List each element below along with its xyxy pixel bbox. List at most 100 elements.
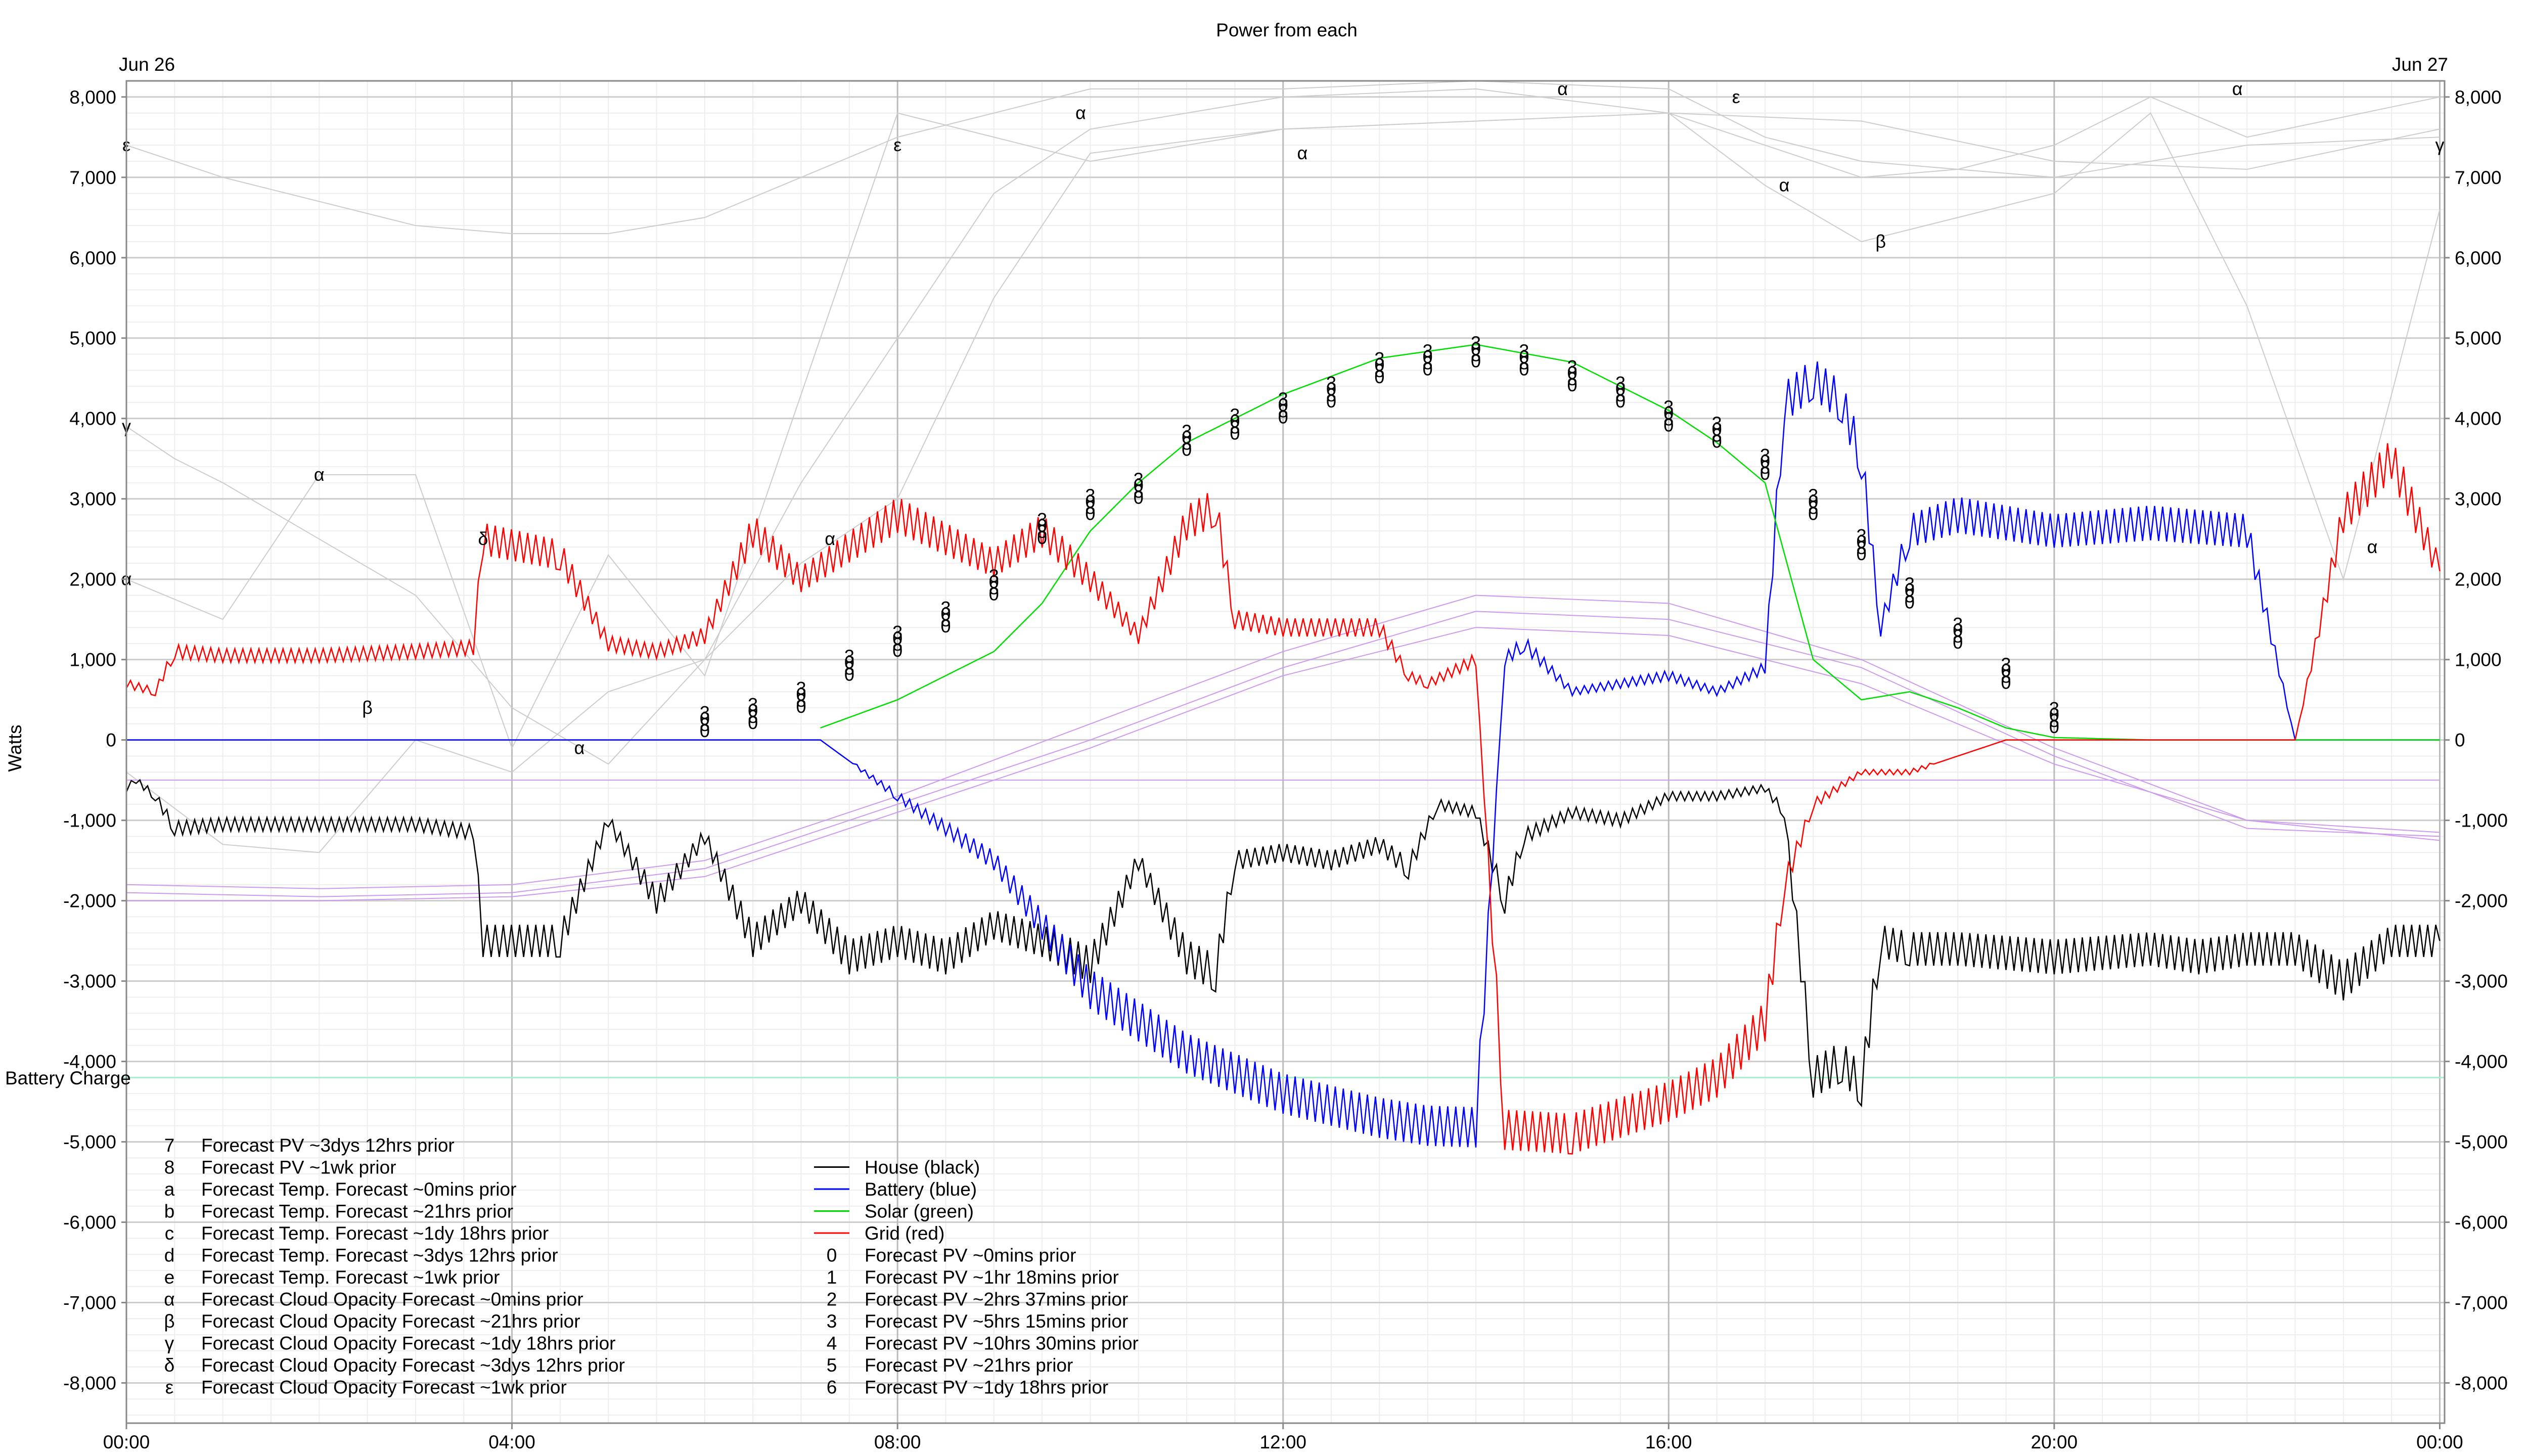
cloud-forecast-marker: α	[2367, 536, 2378, 557]
y-tick-label-right: 1,000	[2455, 650, 2502, 670]
legend-label: Forecast Temp. Forecast ~0mins prior	[201, 1179, 516, 1200]
y-tick-label-right: -3,000	[2455, 971, 2508, 992]
date-left-label: Jun 26	[119, 54, 175, 75]
legend-label: Forecast Cloud Opacity Forecast ~1wk pri…	[201, 1377, 567, 1398]
legend-label: Grid (red)	[865, 1223, 944, 1244]
forecast-pv-marker: 0	[1326, 379, 1336, 399]
cloud-forecast-marker: α	[1779, 175, 1790, 196]
forecast-pv-marker: 3	[892, 622, 902, 643]
forecast-pv-marker: 0	[1808, 491, 1818, 512]
forecast-pv-marker: 3	[940, 598, 951, 618]
legend-symbol: 7	[164, 1135, 175, 1156]
forecast-pv-marker: 3	[748, 694, 758, 715]
forecast-pv-marker: 8	[1182, 433, 1192, 453]
y-tick-label-right: 0	[2455, 730, 2465, 751]
forecast-pv-marker: 0	[1134, 475, 1144, 496]
forecast-pv-marker: 0	[1808, 504, 1818, 524]
legend-label: Forecast PV ~0mins prior	[865, 1245, 1076, 1266]
forecast-pv-marker: 0	[1953, 632, 1963, 653]
forecast-pv-marker: 8	[940, 610, 951, 630]
forecast-pv-marker: 8	[1278, 401, 1288, 422]
forecast-pv-marker: 0	[1760, 463, 1770, 484]
forecast-pv-marker: 8	[1471, 344, 1481, 365]
forecast-pv-marker: 3	[1423, 340, 1433, 361]
forecast-pv-marker: 8	[1905, 585, 1915, 606]
y-tick-label-left: -8,000	[63, 1373, 116, 1394]
forecast-pv-marker: 0	[748, 700, 758, 721]
forecast-pv-marker: 0	[1905, 579, 1915, 600]
forecast-pv-marker: 0	[1278, 407, 1288, 428]
cloud-forecast-marker: α	[825, 528, 835, 549]
forecast-pv-marker: 3	[1326, 373, 1336, 393]
cloud-forecast-marker: α	[1075, 103, 1086, 123]
forecast-pv-marker: 0	[1857, 531, 1867, 552]
x-tick-label: 16:00	[1645, 1432, 1692, 1452]
forecast-pv-marker: 0	[1423, 358, 1433, 379]
cloud-forecast-marker: β	[1875, 231, 1886, 252]
forecast-pv-marker: 8	[1085, 497, 1095, 518]
forecast-pv-marker: 3	[1953, 614, 1963, 634]
legend-symbol: 6	[827, 1377, 837, 1398]
forecast-pv-marker: 0	[796, 684, 806, 705]
grid	[125, 80, 2445, 1423]
forecast-pv-marker: 3	[1519, 340, 1529, 361]
legend-label: Forecast Temp. Forecast ~3dys 12hrs prio…	[201, 1245, 558, 1266]
legend-symbol: β	[164, 1311, 174, 1332]
cloud-forecast-marker: γ	[2435, 134, 2444, 155]
legend-label: Forecast PV ~5hrs 15mins prior	[865, 1311, 1128, 1332]
forecast-pv-marker: 3	[1663, 397, 1674, 418]
y-tick-label-left: -6,000	[63, 1212, 116, 1233]
forecast-pv-marker: 0	[1230, 411, 1240, 432]
forecast-pv-marker: 0	[1519, 346, 1529, 367]
forecast-pv-marker: 0	[1374, 354, 1384, 375]
legend-label: Forecast Temp. Forecast ~1dy 18hrs prior	[201, 1223, 549, 1244]
cloud-forecast-line-0	[126, 80, 2440, 235]
series-line-house	[125, 779, 2441, 1108]
cloud-forecast-line-1	[126, 88, 2441, 765]
forecast-pv-marker: 0	[1953, 620, 1963, 641]
forecast-pv-marker: 0	[940, 604, 951, 624]
forecast-pv-marker: 3	[1037, 509, 1047, 530]
forecast-pv-marker: 0	[1037, 515, 1047, 536]
cloud-forecast-marker: β	[362, 697, 373, 718]
forecast-pv-marker: 0	[2049, 716, 2059, 737]
legend-label: Forecast Cloud Opacity Forecast ~21hrs p…	[201, 1311, 580, 1332]
y-tick-label-left: 4,000	[69, 408, 116, 429]
forecast-pv-marker: 0	[1085, 504, 1095, 524]
legend-symbol: b	[164, 1201, 175, 1222]
forecast-pv-marker: 8	[1760, 457, 1770, 478]
legend-label: Forecast Cloud Opacity Forecast ~0mins p…	[201, 1289, 583, 1310]
forecast-pv-marker: 8	[1037, 521, 1047, 542]
legend-label: Forecast Cloud Opacity Forecast ~1dy 18h…	[201, 1333, 616, 1354]
forecast-pv-marker: 0	[1085, 491, 1095, 512]
y-tick-label-left: 2,000	[69, 569, 116, 590]
cloud-forecast-marker: α	[1557, 78, 1568, 99]
cloud-forecast-marker: ε	[1732, 86, 1740, 107]
forecast-pv-marker: 0	[1037, 527, 1047, 548]
x-tick-label: 08:00	[874, 1432, 921, 1452]
y-tick-label-right: 8,000	[2455, 87, 2502, 108]
forecast-pv-marker: 3	[1230, 405, 1240, 426]
y-tick-label-right: 2,000	[2455, 569, 2502, 590]
forecast-pv-marker: 8	[1374, 360, 1384, 381]
battery-charge-label: Battery Charge	[5, 1068, 131, 1088]
y-tick-label-left: -4,000	[63, 1052, 116, 1072]
x-tick-label: 00:00	[2416, 1432, 2463, 1452]
forecast-pv-marker: 3	[1567, 356, 1577, 377]
forecast-pv-marker: 8	[1712, 425, 1722, 445]
forecast-pv-marker: 3	[1278, 389, 1288, 410]
x-tick-label: 04:00	[488, 1432, 535, 1452]
cloud-forecast-lines	[126, 80, 2441, 853]
legend-symbol: 4	[827, 1333, 837, 1354]
legend-label: Forecast PV ~10hrs 30mins prior	[865, 1333, 1139, 1354]
forecast-pv-marker: 0	[892, 640, 902, 661]
forecast-pv-marker: 0	[1326, 391, 1336, 412]
y-tick-label-right: 6,000	[2455, 248, 2502, 268]
legend-label: Forecast PV ~21hrs prior	[865, 1355, 1073, 1376]
legend-label: Solar (green)	[865, 1201, 974, 1222]
forecast-pv-marker: 8	[844, 658, 854, 678]
legend-label: Battery (blue)	[865, 1179, 977, 1200]
chart-title: Power from each	[1216, 20, 1358, 40]
y-tick-label-right: 4,000	[2455, 408, 2502, 429]
y-tick-label-right: 3,000	[2455, 489, 2502, 510]
